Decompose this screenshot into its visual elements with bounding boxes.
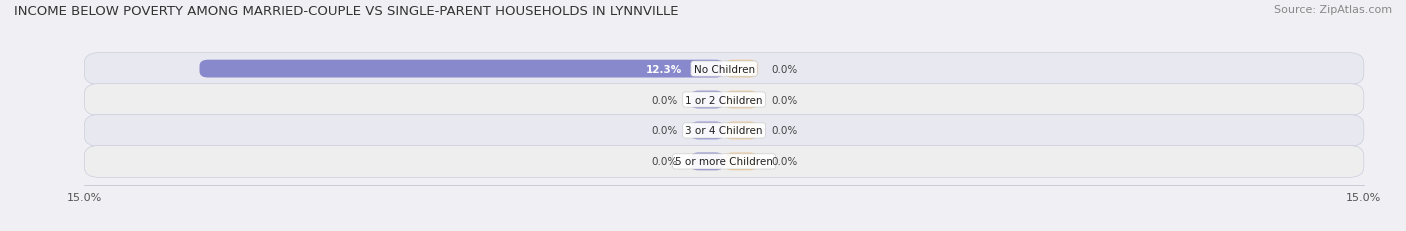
Text: 12.3%: 12.3% bbox=[645, 64, 682, 74]
Text: Source: ZipAtlas.com: Source: ZipAtlas.com bbox=[1274, 5, 1392, 15]
FancyBboxPatch shape bbox=[200, 61, 724, 78]
FancyBboxPatch shape bbox=[724, 153, 758, 170]
Text: No Children: No Children bbox=[693, 64, 755, 74]
Text: 1 or 2 Children: 1 or 2 Children bbox=[685, 95, 763, 105]
Text: 3 or 4 Children: 3 or 4 Children bbox=[685, 126, 763, 136]
Text: 5 or more Children: 5 or more Children bbox=[675, 157, 773, 167]
FancyBboxPatch shape bbox=[84, 84, 1364, 116]
Text: 0.0%: 0.0% bbox=[770, 95, 797, 105]
Text: INCOME BELOW POVERTY AMONG MARRIED-COUPLE VS SINGLE-PARENT HOUSEHOLDS IN LYNNVIL: INCOME BELOW POVERTY AMONG MARRIED-COUPL… bbox=[14, 5, 679, 18]
Text: 0.0%: 0.0% bbox=[651, 95, 678, 105]
Text: 0.0%: 0.0% bbox=[651, 157, 678, 167]
FancyBboxPatch shape bbox=[84, 115, 1364, 147]
FancyBboxPatch shape bbox=[690, 122, 724, 140]
Text: 0.0%: 0.0% bbox=[770, 126, 797, 136]
Text: 0.0%: 0.0% bbox=[651, 126, 678, 136]
FancyBboxPatch shape bbox=[84, 53, 1364, 85]
FancyBboxPatch shape bbox=[724, 61, 758, 78]
FancyBboxPatch shape bbox=[690, 91, 724, 109]
FancyBboxPatch shape bbox=[84, 146, 1364, 178]
Text: 0.0%: 0.0% bbox=[770, 64, 797, 74]
FancyBboxPatch shape bbox=[690, 153, 724, 170]
FancyBboxPatch shape bbox=[724, 91, 758, 109]
FancyBboxPatch shape bbox=[724, 122, 758, 140]
Text: 0.0%: 0.0% bbox=[770, 157, 797, 167]
